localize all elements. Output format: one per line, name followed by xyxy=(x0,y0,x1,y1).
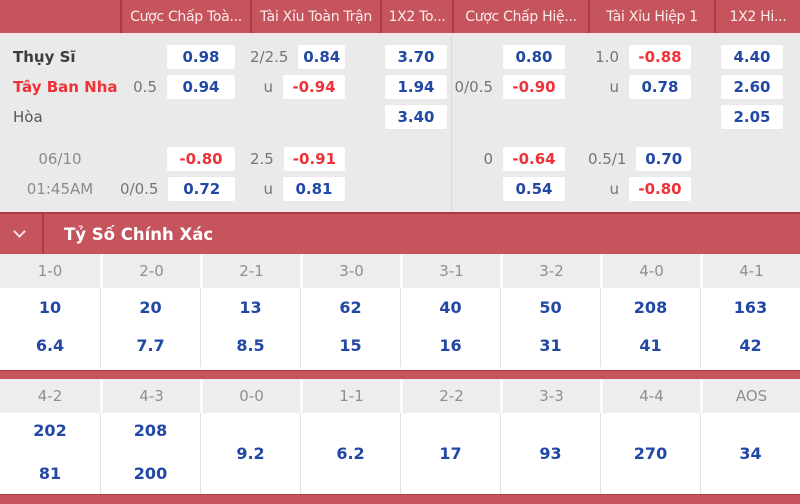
odds-button[interactable]: -0.80 xyxy=(628,176,692,202)
odds-button[interactable]: 0.81 xyxy=(282,176,346,202)
odds-button[interactable]: -0.90 xyxy=(502,74,566,100)
score-label: 4-0 xyxy=(600,254,700,288)
score-label: 4-3 xyxy=(100,379,200,413)
handicap-line: 0 xyxy=(483,150,493,168)
score-odds-cell[interactable]: 20 7.7 xyxy=(100,288,200,367)
overunder-line: 1.0 xyxy=(595,48,619,66)
score-label: 2-1 xyxy=(200,254,300,288)
odds-row-home: Thụy Sĩ 0.98 2/2.5 0.84 3.70 0.80 1.0 -0.8… xyxy=(0,42,800,72)
score-odds-cell[interactable]: 93 xyxy=(500,413,600,494)
odds-button[interactable]: -0.91 xyxy=(282,146,346,172)
score-odds-cell[interactable]: 40 16 xyxy=(400,288,500,367)
score-label: 4-1 xyxy=(700,254,800,288)
overunder-line: 0.5/1 xyxy=(588,150,627,168)
odds-button[interactable]: -0.80 xyxy=(166,146,236,172)
odds-button[interactable]: -0.94 xyxy=(282,74,346,100)
score-label: AOS xyxy=(700,379,800,413)
column-header-team xyxy=(0,0,120,33)
collapse-toggle[interactable] xyxy=(0,214,44,254)
score-label: 1-1 xyxy=(300,379,400,413)
column-header-overunder-ft: Tài Xỉu Toàn Trận xyxy=(250,0,380,33)
chevron-down-icon xyxy=(13,225,26,238)
handicap-line: 0/0.5 xyxy=(120,180,159,198)
separator xyxy=(0,367,800,370)
overunder-line: u xyxy=(263,180,273,198)
section-title: Tỷ Số Chính Xác xyxy=(64,224,214,244)
overunder-line: u xyxy=(609,180,619,198)
overunder-line: 2.5 xyxy=(250,150,274,168)
odds-row-line2b: 01:45AM 0/0.5 0.72 u 0.81 0.54 u -0.80 xyxy=(0,174,800,204)
odds-button[interactable]: 0.70 xyxy=(635,146,692,172)
score-odds-cell[interactable]: 10 6.4 xyxy=(35,298,65,355)
odds-button[interactable]: -0.88 xyxy=(628,44,692,70)
score-odds-cell[interactable]: 6.2 xyxy=(300,413,400,494)
draw-label: Hòa xyxy=(13,108,43,126)
odds-button[interactable]: 0.72 xyxy=(167,176,236,202)
column-header-handicap-h1: Cược Chấp Hiệ... xyxy=(452,0,588,33)
match-date: 06/10 xyxy=(38,150,82,168)
score-odds-cell[interactable]: 62 15 xyxy=(300,288,400,367)
odds-button[interactable]: 0.98 xyxy=(166,44,236,70)
score-label: 2-0 xyxy=(100,254,200,288)
score-label: 1-0 xyxy=(0,254,100,288)
match-time: 01:45AM xyxy=(26,180,94,198)
odds-button[interactable]: 2.05 xyxy=(720,104,784,130)
score-label: 3-0 xyxy=(300,254,400,288)
score-grid-1-labels: 1-0 2-0 2-1 3-0 3-1 3-2 4-0 4-1 xyxy=(0,254,800,288)
score-odds-cell[interactable]: 13 8.5 xyxy=(200,288,300,367)
score-grid-2-values: 202 81 208 200 9.2 6.2 17 93 270 34 xyxy=(0,413,800,494)
score-label: 3-2 xyxy=(500,254,600,288)
handicap-line: 0.5 xyxy=(133,78,157,96)
correct-score-section-header: Tỷ Số Chính Xác xyxy=(0,212,800,254)
handicap-line: 0/0.5 xyxy=(454,78,493,96)
odds-button[interactable]: 4.40 xyxy=(720,44,784,70)
overunder-line: u xyxy=(609,78,619,96)
odds-table-header: Cược Chấp Toà... Tài Xỉu Toàn Trận 1X2 T… xyxy=(0,0,800,36)
column-header-handicap-ft: Cược Chấp Toà... xyxy=(120,0,250,33)
column-header-overunder-h1: Tài Xỉu Hiệp 1 xyxy=(588,0,714,33)
score-odds-cell[interactable]: 202 81 xyxy=(33,421,67,483)
score-odds-cell[interactable]: 163 42 xyxy=(700,288,800,367)
score-label: 2-2 xyxy=(400,379,500,413)
column-header-1x2-ft: 1X2 To... xyxy=(380,0,452,33)
score-grid-2-labels: 4-2 4-3 0-0 1-1 2-2 3-3 4-4 AOS xyxy=(0,379,800,413)
score-odds-cell[interactable]: 208 41 xyxy=(600,288,700,367)
red-separator-bar xyxy=(0,370,800,379)
odds-button[interactable]: 3.70 xyxy=(384,44,448,70)
odds-button[interactable]: 0.84 xyxy=(297,44,346,70)
odds-table-body: Thụy Sĩ 0.98 2/2.5 0.84 3.70 0.80 1.0 -0.8… xyxy=(0,36,800,212)
team-name-away: Tây Ban Nha xyxy=(13,78,118,96)
team-name-home: Thụy Sĩ xyxy=(13,48,76,66)
odds-button[interactable]: 0.78 xyxy=(628,74,692,100)
score-label: 3-1 xyxy=(400,254,500,288)
score-odds-cell[interactable]: 9.2 xyxy=(200,413,300,494)
odds-button[interactable]: 0.80 xyxy=(502,44,566,70)
score-label: 4-2 xyxy=(0,379,100,413)
odds-button[interactable]: 2.60 xyxy=(720,74,784,100)
score-odds-cell[interactable]: 270 xyxy=(600,413,700,494)
odds-button[interactable]: 3.40 xyxy=(384,104,448,130)
score-label: 0-0 xyxy=(200,379,300,413)
column-header-1x2-h1: 1X2 Hi... xyxy=(714,0,800,33)
odds-button[interactable]: 0.54 xyxy=(502,176,566,202)
score-label: 4-4 xyxy=(600,379,700,413)
odds-row-draw: Hòa 3.40 2.05 xyxy=(0,102,800,132)
overunder-line: u xyxy=(263,78,273,96)
score-odds-cell[interactable]: 50 31 xyxy=(500,288,600,367)
odds-row-line2a: 06/10 -0.80 2.5 -0.91 0 -0.64 0.5/1 0.70 xyxy=(0,144,800,174)
overunder-line: 2/2.5 xyxy=(250,48,289,66)
score-odds-cell[interactable]: 17 xyxy=(400,413,500,494)
bottom-red-bar xyxy=(0,494,800,504)
score-odds-cell[interactable]: 208 200 xyxy=(100,413,200,494)
odds-row-away: Tây Ban Nha 0.5 0.94 u -0.94 1.94 0/0.5 -0.… xyxy=(0,72,800,102)
odds-button[interactable]: -0.64 xyxy=(502,146,566,172)
score-odds-cell[interactable]: 34 xyxy=(700,413,800,494)
odds-button[interactable]: 0.94 xyxy=(166,74,236,100)
odds-button[interactable]: 1.94 xyxy=(384,74,448,100)
section-divider-line xyxy=(451,36,452,212)
score-grid-1-values: 10 6.4 20 7.7 13 8.5 62 15 40 16 50 31 208 41 1… xyxy=(0,288,800,367)
score-label: 3-3 xyxy=(500,379,600,413)
